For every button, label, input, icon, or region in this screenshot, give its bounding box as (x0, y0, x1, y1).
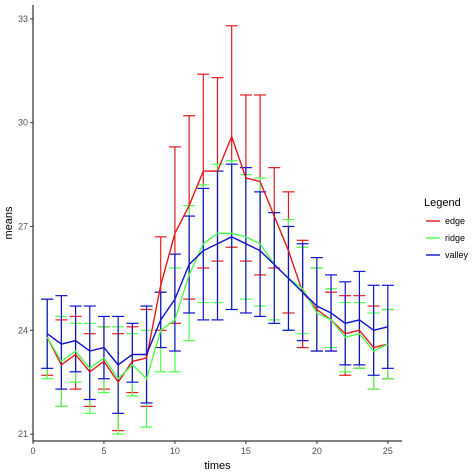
y-tick-label: 27 (18, 221, 28, 231)
x-axis-ticks: 0 5 10 15 20 25 (30, 441, 393, 456)
legend-items: edge ridge valley (426, 216, 469, 260)
y-tick-label: 21 (18, 429, 28, 439)
x-tick-label: 25 (383, 446, 393, 456)
x-tick-label: 0 (30, 446, 35, 456)
x-tick-label: 20 (312, 446, 322, 456)
x-tick-label: 15 (241, 446, 251, 456)
x-tick-label: 10 (170, 446, 180, 456)
y-tick-label: 24 (18, 325, 28, 335)
legend-label-ridge: ridge (445, 233, 465, 243)
series-line-ridge (46, 232, 389, 381)
series-valley (41, 163, 394, 414)
legend-label-valley: valley (445, 250, 469, 260)
legend-title: Legend (424, 197, 461, 209)
x-tick-label: 5 (101, 446, 106, 456)
y-tick-label: 33 (18, 14, 28, 24)
x-axis-title: times (204, 460, 231, 472)
y-tick-label: 30 (18, 118, 28, 128)
series-line-valley (46, 236, 388, 366)
y-axis-ticks: 21 24 27 30 33 (18, 14, 33, 439)
legend-label-edge: edge (445, 216, 465, 226)
plot-area (41, 25, 394, 435)
legend: Legend edge ridge valley (424, 197, 469, 260)
y-axis-title: means (3, 206, 15, 240)
